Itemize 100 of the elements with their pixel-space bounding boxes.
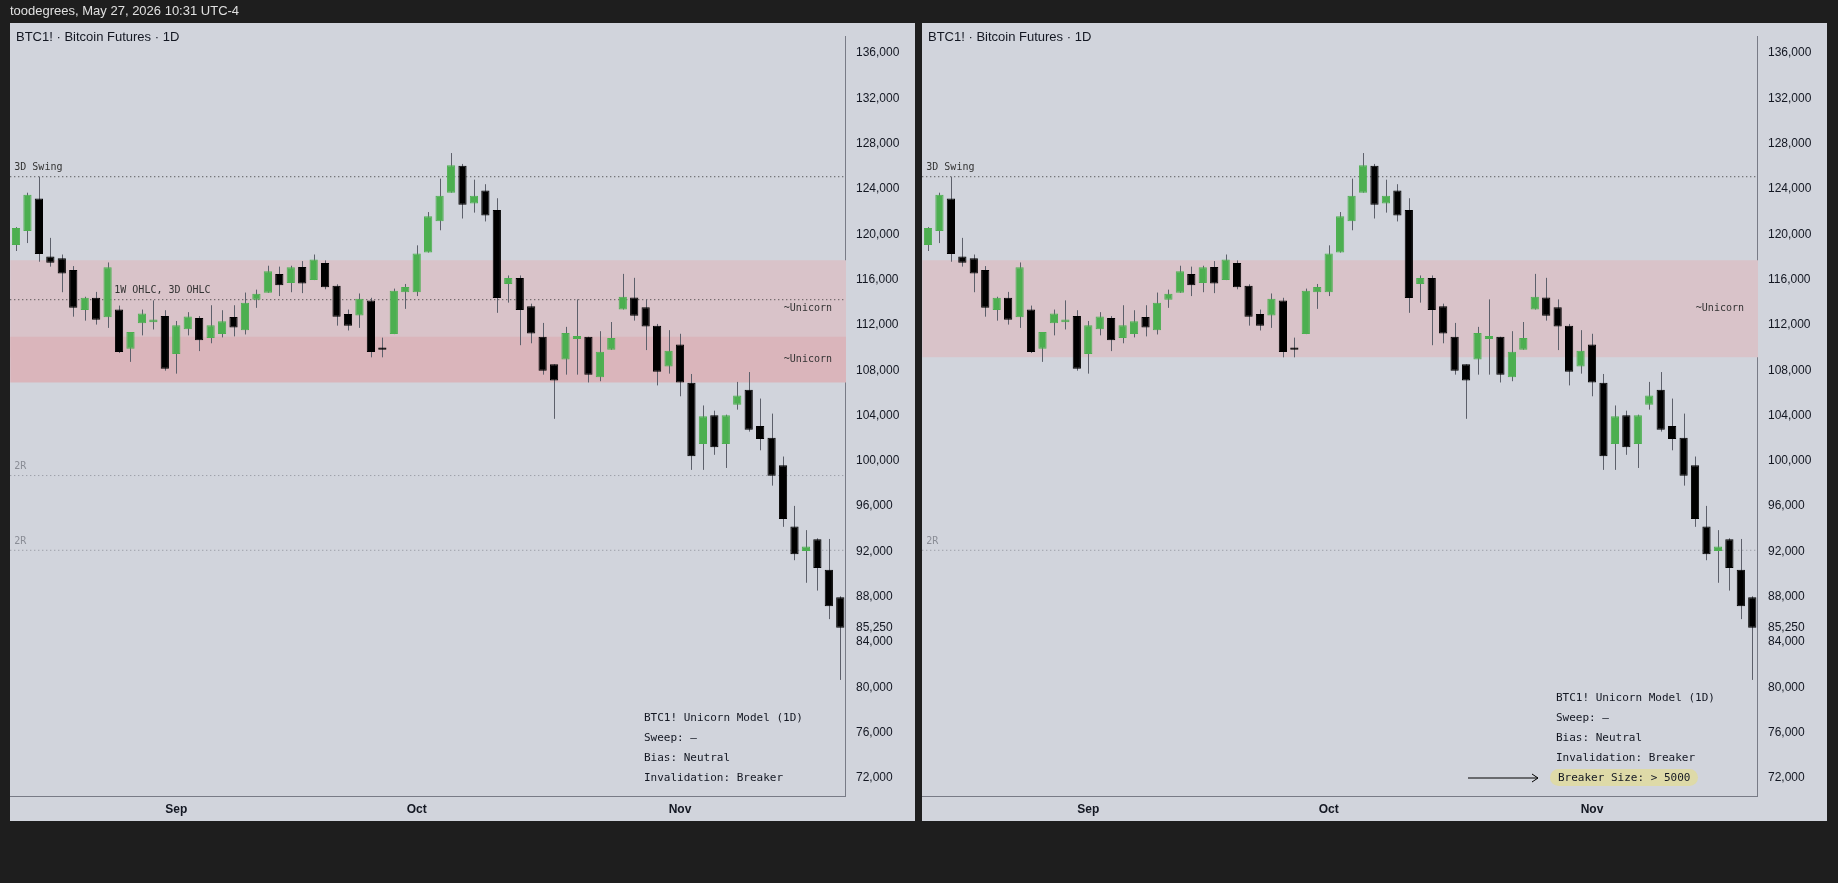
annotation: Bias: Neutral [644, 751, 731, 764]
candlestick [195, 315, 204, 352]
candlestick [320, 259, 330, 290]
y-tick-label: 80,000 [1768, 679, 1806, 694]
y-tick-label: 72,000 [856, 770, 894, 785]
y-tick-label: 112,000 [1768, 317, 1811, 332]
candlestick [1118, 304, 1127, 344]
y-tick-label: 136,000 [1768, 45, 1812, 60]
candlestick [630, 277, 639, 322]
candlestick [549, 363, 559, 420]
y-tick-label: 108,000 [1768, 362, 1812, 377]
candlestick [607, 321, 616, 351]
candlestick [46, 237, 55, 268]
candlestick [572, 298, 582, 376]
candlestick [275, 266, 284, 297]
band-label: ~Unicorn [1695, 302, 1744, 314]
y-tick-label: 124,000 [856, 181, 900, 196]
y-tick-label: 128,000 [856, 136, 900, 151]
y-tick-label: 85,250 [1768, 620, 1806, 635]
candlestick [286, 265, 295, 293]
annotation: Invalidation: Breaker [644, 771, 784, 784]
candlestick [1004, 291, 1013, 326]
candlestick [923, 226, 933, 252]
y-tick-label: 124,000 [1768, 181, 1812, 196]
candlestick [298, 260, 307, 294]
candlestick [435, 178, 444, 231]
ref-line-label: 1W OHLC, 3D OHLC [114, 284, 211, 296]
candlestick [355, 292, 364, 329]
y-tick-label: 100,000 [856, 453, 900, 468]
candlestick [1668, 398, 1677, 451]
y-tick-label: 120,000 [1768, 226, 1812, 241]
x-tick-label: Oct [1318, 801, 1339, 816]
x-tick-label: Nov [668, 801, 692, 816]
y-tick-label: 92,000 [1768, 543, 1806, 558]
candlestick [1221, 254, 1230, 281]
y-tick-label: 76,000 [856, 724, 894, 739]
y-tick-label: 84,000 [856, 634, 894, 649]
candlestick [1553, 298, 1562, 351]
y-tick-label: 132,000 [856, 90, 900, 105]
annotation: Sweep: – [1556, 711, 1609, 724]
candlestick [733, 381, 742, 411]
y-tick-label: 85,250 [856, 620, 894, 635]
candlestick [1061, 299, 1070, 330]
y-tick-label: 88,000 [1768, 589, 1806, 604]
candlestick [969, 254, 978, 293]
candlestick [1095, 311, 1104, 336]
candlestick [92, 291, 101, 326]
candlestick [1164, 289, 1173, 309]
y-tick-label: 116,000 [1768, 271, 1811, 286]
candlestick [378, 337, 387, 358]
ref-line-label: 2R [14, 534, 28, 546]
candlestick [1645, 381, 1654, 411]
candlestick [183, 311, 192, 336]
chart-title: BTC1! · Bitcoin Futures · 1D [16, 29, 180, 44]
ref-line-label: 3D Swing [14, 161, 63, 173]
candlestick [1381, 179, 1391, 214]
candlestick [1232, 259, 1242, 290]
candlestick [641, 298, 650, 351]
y-tick-label: 80,000 [856, 679, 894, 694]
candlestick [1393, 183, 1402, 222]
y-tick-label: 84,000 [1768, 634, 1806, 649]
candlestick [1713, 529, 1723, 584]
y-tick-label: 112,000 [856, 317, 899, 332]
candlestick [11, 226, 21, 252]
y-tick-label: 96,000 [856, 498, 894, 513]
candlestick [1141, 304, 1150, 337]
x-tick-label: Sep [1077, 801, 1100, 816]
candlestick [1290, 337, 1299, 358]
candlestick [1347, 178, 1356, 231]
annotation: BTC1! Unicorn Model (1D) [644, 711, 803, 724]
candlestick [1576, 329, 1585, 375]
candlestick [1129, 309, 1139, 338]
candlestick [481, 183, 490, 222]
band-label: ~Unicorn [783, 302, 832, 314]
x-tick-label: Sep [165, 801, 188, 816]
x-tick-label: Nov [1580, 801, 1604, 816]
candlestick [1461, 363, 1471, 420]
candlestick [756, 398, 765, 451]
y-tick-label: 104,000 [856, 407, 900, 422]
candlestick [217, 309, 227, 338]
y-tick-label: 72,000 [1768, 770, 1806, 785]
candlestick [1038, 331, 1047, 363]
candlestick [1210, 260, 1219, 294]
y-tick-label: 104,000 [1768, 407, 1812, 422]
annotation: BTC1! Unicorn Model (1D) [1556, 691, 1715, 704]
candlestick [1175, 265, 1184, 294]
y-tick-label: 88,000 [856, 589, 894, 604]
candlestick [801, 529, 811, 584]
candlestick [1542, 277, 1551, 322]
chart-subtitle: toodegrees, May 27, 2026 10:31 UTC-4 [10, 3, 240, 18]
y-tick-label: 120,000 [856, 226, 900, 241]
candlestick [504, 274, 513, 304]
ref-line-label: 2R [926, 534, 940, 546]
y-tick-label: 108,000 [856, 362, 900, 377]
candlestick [1187, 266, 1196, 297]
candlestick [149, 299, 158, 330]
candlestick [1198, 265, 1207, 293]
candlestick [1507, 330, 1516, 382]
y-tick-label: 136,000 [856, 45, 900, 60]
candlestick [958, 237, 967, 268]
